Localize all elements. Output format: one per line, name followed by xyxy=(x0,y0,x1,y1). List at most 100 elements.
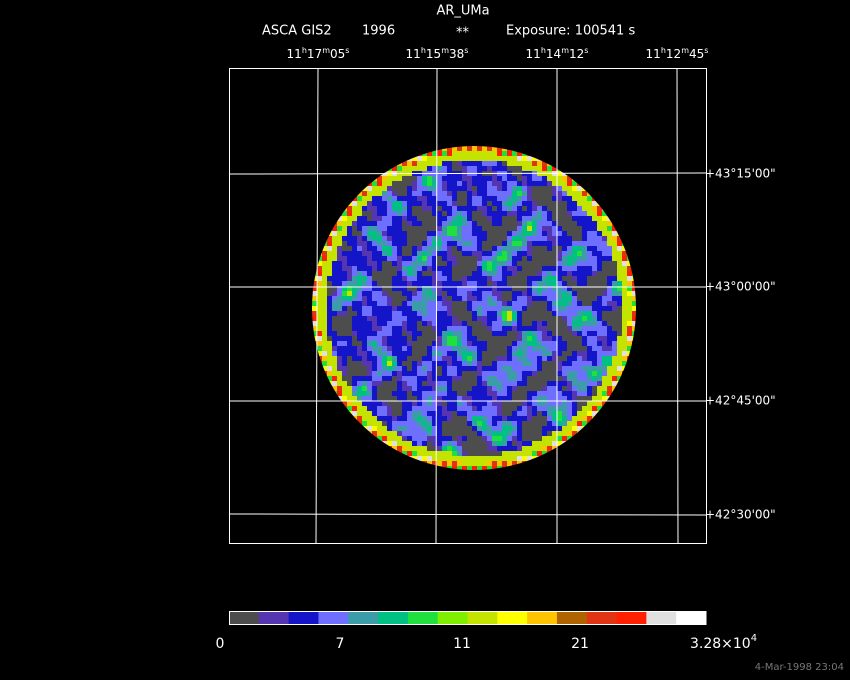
image-cell xyxy=(422,251,427,256)
image-cell xyxy=(412,456,417,461)
image-cell xyxy=(457,146,462,151)
image-cell xyxy=(492,386,497,391)
image-cell xyxy=(592,356,597,361)
image-cell xyxy=(437,311,442,316)
image-cell xyxy=(532,406,537,411)
image-cell xyxy=(477,331,482,336)
colorbar-swatch xyxy=(616,611,647,625)
image-cell xyxy=(512,296,517,301)
image-cell xyxy=(617,316,622,321)
image-cell xyxy=(492,446,497,451)
image-cell xyxy=(517,206,522,211)
image-cell xyxy=(562,306,567,311)
image-cell xyxy=(362,371,367,376)
image-cell xyxy=(367,186,372,191)
ra-number: 14 xyxy=(546,47,561,61)
image-cell xyxy=(617,376,622,381)
image-cell xyxy=(547,256,552,261)
image-cell xyxy=(412,181,417,186)
image-cell xyxy=(552,206,557,211)
image-cell xyxy=(412,396,417,401)
image-cell xyxy=(312,331,317,336)
image-cell xyxy=(467,216,472,221)
image-cell xyxy=(547,201,552,206)
image-cell xyxy=(437,406,442,411)
image-cell xyxy=(532,326,537,331)
image-cell xyxy=(497,261,502,266)
image-cell xyxy=(432,451,437,456)
image-cell xyxy=(417,311,422,316)
image-cell xyxy=(452,386,457,391)
image-cell xyxy=(427,336,432,341)
image-cell xyxy=(362,331,367,336)
image-cell xyxy=(447,436,452,441)
image-cell xyxy=(477,366,482,371)
ra-unit: h xyxy=(661,46,666,55)
image-cell xyxy=(507,371,512,376)
image-cell xyxy=(477,271,482,276)
image-cell xyxy=(332,296,337,301)
image-cell xyxy=(482,416,487,421)
image-cell xyxy=(562,356,567,361)
image-cell xyxy=(467,291,472,296)
image-cell xyxy=(492,356,497,361)
image-cell xyxy=(317,306,322,311)
image-cell xyxy=(422,401,427,406)
image-cell xyxy=(477,421,482,426)
image-cell xyxy=(447,331,452,336)
image-cell xyxy=(582,301,587,306)
image-cell xyxy=(617,296,622,301)
image-cell xyxy=(427,151,432,156)
image-cell xyxy=(427,181,432,186)
image-cell xyxy=(562,251,567,256)
image-cell xyxy=(392,396,397,401)
image-cell xyxy=(517,221,522,226)
image-cell xyxy=(522,441,527,446)
image-cell xyxy=(562,191,567,196)
image-cell xyxy=(352,241,357,246)
image-cell xyxy=(457,201,462,206)
image-cell xyxy=(512,191,517,196)
image-cell xyxy=(537,326,542,331)
image-cell xyxy=(472,446,477,451)
image-cell xyxy=(427,256,432,261)
image-cell xyxy=(357,351,362,356)
image-cell xyxy=(567,386,572,391)
image-cell xyxy=(542,271,547,276)
image-cell xyxy=(512,336,517,341)
image-cell xyxy=(352,286,357,291)
image-cell xyxy=(417,281,422,286)
image-cell xyxy=(347,391,352,396)
image-cell xyxy=(412,206,417,211)
image-cell xyxy=(442,296,447,301)
image-cell xyxy=(417,271,422,276)
image-cell xyxy=(482,401,487,406)
image-cell xyxy=(467,456,472,461)
image-cell xyxy=(487,401,492,406)
image-cell xyxy=(482,366,487,371)
image-cell xyxy=(427,366,432,371)
image-cell xyxy=(387,281,392,286)
image-cell xyxy=(492,381,497,386)
image-cell xyxy=(587,396,592,401)
image-cell xyxy=(587,376,592,381)
image-cell xyxy=(362,266,367,271)
image-cell xyxy=(587,351,592,356)
image-cell xyxy=(547,431,552,436)
image-cell xyxy=(547,386,552,391)
image-cell xyxy=(552,436,557,441)
image-cell xyxy=(457,376,462,381)
image-cell xyxy=(462,341,467,346)
image-cell xyxy=(327,286,332,291)
image-cell xyxy=(507,331,512,336)
image-cell xyxy=(452,376,457,381)
image-cell xyxy=(502,151,507,156)
image-cell xyxy=(507,166,512,171)
image-cell xyxy=(377,381,382,386)
image-cell xyxy=(437,341,442,346)
image-cell xyxy=(507,366,512,371)
image-cell xyxy=(397,426,402,431)
image-cell xyxy=(527,161,532,166)
image-cell xyxy=(532,296,537,301)
image-cell xyxy=(487,271,492,276)
